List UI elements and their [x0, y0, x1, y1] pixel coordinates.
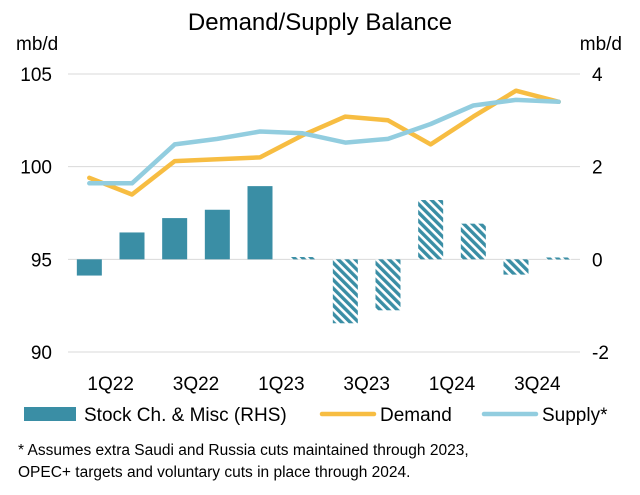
stock-change-bar: [546, 257, 572, 260]
left-axis-unit: mb/d: [16, 34, 58, 55]
right-tick-label: 0: [592, 250, 603, 271]
left-tick-label: 95: [31, 250, 52, 271]
stock-change-bar: [119, 232, 145, 260]
x-tick-label: 1Q22: [87, 374, 133, 395]
legend: Stock Ch. & Misc (RHS) Demand Supply*: [24, 405, 608, 426]
legend-label: Demand: [380, 405, 452, 426]
left-axis: 90 95 100 105: [20, 65, 52, 364]
stock-change-bar: [332, 259, 358, 324]
right-axis-unit: mb/d: [580, 34, 622, 55]
right-tick-label: 4: [592, 65, 603, 86]
legend-label: Stock Ch. & Misc (RHS): [84, 405, 287, 426]
stock-change-bar: [204, 209, 230, 260]
stock-change-bar: [460, 223, 486, 260]
chart-title: Demand/Supply Balance: [188, 9, 452, 36]
stock-change-bar: [503, 259, 529, 275]
stock-change-bar: [375, 259, 401, 311]
x-tick-label: 3Q24: [514, 374, 561, 395]
stock-change-bar: [290, 257, 316, 260]
legend-label: Supply*: [542, 405, 608, 426]
stock-change-bar: [247, 186, 273, 260]
demand-supply-chart: Demand/Supply Balance mb/d mb/d 90 95 100 1…: [16, 9, 622, 426]
series-lines: [87, 88, 561, 197]
footnote-line-2: OPEC+ targets and voluntary cuts in plac…: [18, 464, 411, 481]
left-tick-label: 105: [20, 65, 52, 86]
right-axis: -2 0 2 4: [592, 65, 609, 364]
x-tick-label: 1Q24: [429, 374, 476, 395]
stock-change-bar: [162, 218, 188, 260]
left-tick-label: 100: [20, 158, 52, 179]
left-tick-label: 90: [31, 343, 52, 364]
stock-change-bar: [76, 259, 102, 276]
footnote-line-1: * Assumes extra Saudi and Russia cuts ma…: [18, 442, 469, 459]
x-axis: 1Q22 3Q22 1Q23 3Q23 1Q24 3Q24: [87, 374, 561, 395]
demand-line: [87, 88, 561, 197]
supply-line: [87, 97, 561, 186]
gridlines: [68, 73, 580, 353]
right-tick-label: 2: [592, 158, 603, 179]
right-tick-label: -2: [592, 343, 609, 364]
x-tick-label: 3Q23: [343, 374, 389, 395]
stock-change-bars: [76, 186, 572, 324]
x-tick-label: 1Q23: [258, 374, 304, 395]
x-tick-label: 3Q22: [173, 374, 219, 395]
stock-change-bar: [418, 200, 444, 260]
legend-swatch-stock-change: [24, 407, 76, 421]
